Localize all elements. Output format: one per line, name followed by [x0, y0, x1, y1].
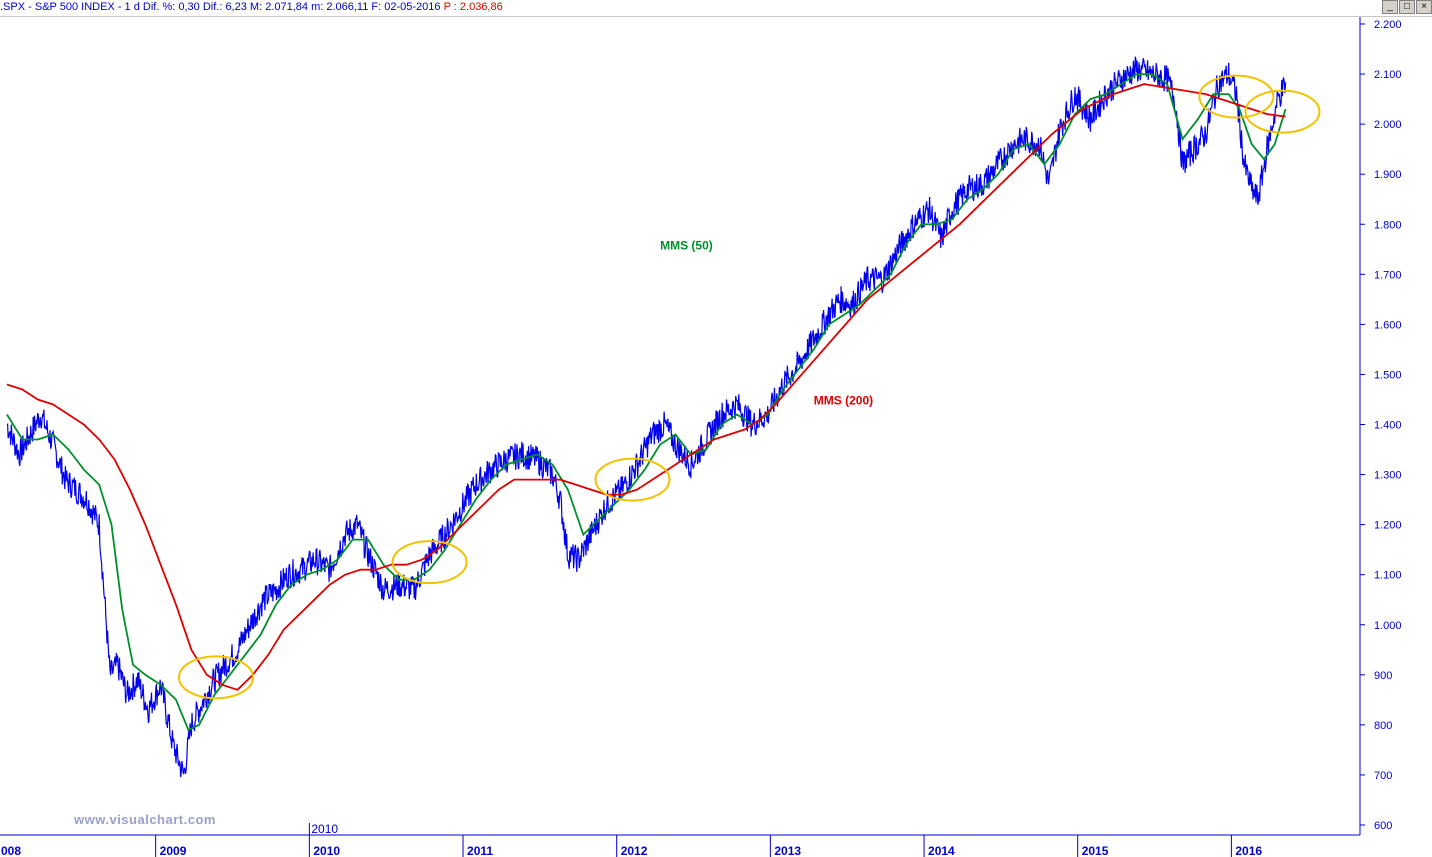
maximize-button[interactable]: □ — [1399, 0, 1415, 14]
y-tick-label: 1.100 — [1374, 570, 1402, 582]
x-tick-label: 2013 — [774, 844, 801, 857]
window-controls: _ □ × — [1381, 0, 1432, 16]
y-tick-label: 1.300 — [1374, 470, 1402, 482]
highlight-circle — [177, 655, 254, 700]
y-tick-label: 1.400 — [1374, 420, 1402, 432]
price-series-line — [6, 56, 1287, 778]
y-tick-label: 1.000 — [1374, 620, 1402, 632]
y-tick-label: 1.500 — [1374, 369, 1402, 381]
mms200-label: MMS (200) — [814, 393, 873, 407]
y-tick-label: 2.200 — [1374, 19, 1402, 31]
highlight-circle — [1198, 74, 1275, 119]
x-tick-label: 2014 — [928, 844, 955, 857]
close-button[interactable]: × — [1416, 0, 1432, 14]
y-tick-label: 600 — [1374, 820, 1392, 832]
y-tick-label: 700 — [1374, 770, 1392, 782]
x-tick-label: 2012 — [621, 844, 648, 857]
price-value: P : 2.036,86 — [443, 1, 503, 13]
mms200-series-line — [6, 83, 1286, 691]
dif-value: Dif.: 6,23 — [202, 1, 247, 13]
y-tick-label: 1.600 — [1374, 319, 1402, 331]
symbol-label: .SPX — [0, 1, 26, 13]
x-tick-extra-label: 2010 — [311, 822, 338, 836]
instrument-name: S&P 500 INDEX — [34, 1, 115, 13]
y-tick-label: 900 — [1374, 670, 1392, 682]
x-tick-label: 008 — [1, 844, 21, 857]
y-tick-label: 1.200 — [1374, 520, 1402, 532]
mms50-series-line — [6, 73, 1287, 732]
mms50-label: MMS (50) — [660, 238, 713, 252]
highlight-circle — [391, 540, 468, 585]
y-tick-label: 800 — [1374, 720, 1392, 732]
minimize-button[interactable]: _ — [1382, 0, 1398, 14]
dif-pct-value: Dif. %: 0,30 — [142, 1, 200, 13]
date-value: F: 02-05-2016 — [371, 1, 441, 13]
y-tick-label: 2.100 — [1374, 69, 1402, 81]
highlight-circle — [1244, 89, 1321, 134]
x-tick-label: 2015 — [1082, 844, 1109, 857]
chart-title-bar: .SPX - S&P 500 INDEX - 1 d Dif. %: 0,30 … — [0, 0, 1432, 17]
highlight-circle — [594, 457, 671, 502]
x-tick-label: 2011 — [467, 844, 493, 857]
watermark-text: www.visualchart.com — [74, 812, 216, 827]
x-tick-label: 2016 — [1235, 844, 1262, 857]
y-tick-label: 2.000 — [1374, 119, 1402, 131]
y-tick-label: 1.800 — [1374, 219, 1402, 231]
min-value: m: 2.066,11 — [311, 1, 369, 13]
x-tick-label: 2010 — [313, 844, 340, 857]
max-value: M: 2.071,84 — [249, 1, 309, 13]
y-tick-label: 1.700 — [1374, 269, 1402, 281]
y-tick-label: 1.900 — [1374, 169, 1402, 181]
timeframe-label: 1 d — [124, 1, 140, 13]
price-chart[interactable]: 2.200 2.100 2.000 1.900 1.800 1.700 1.600 1.500… — [0, 17, 1432, 857]
x-tick-label: 2009 — [160, 844, 187, 857]
